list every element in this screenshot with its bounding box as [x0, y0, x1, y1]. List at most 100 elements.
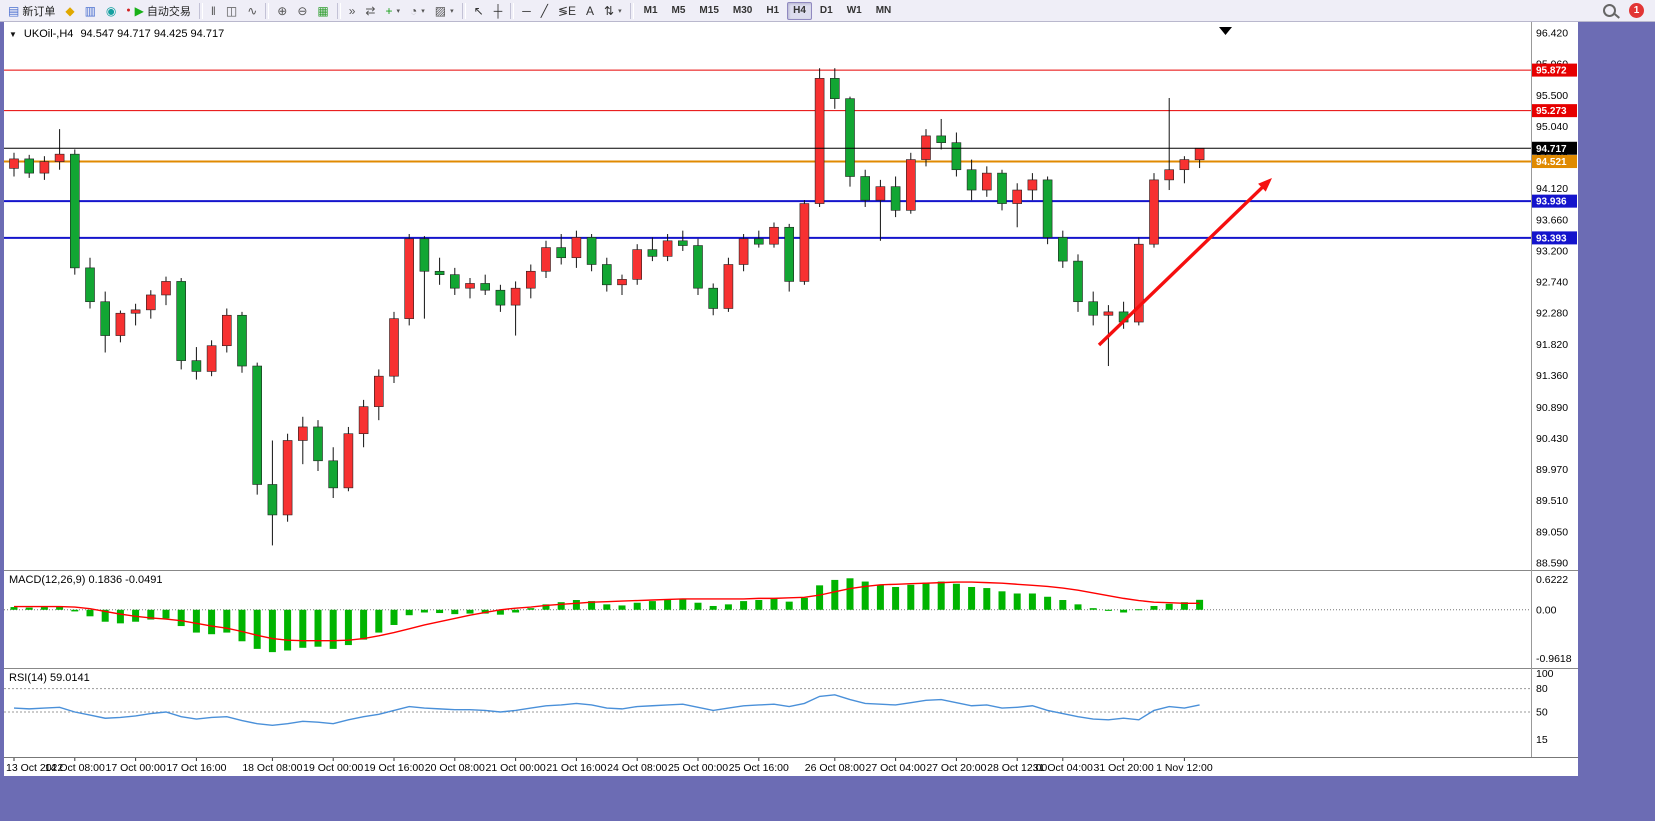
cursor-icon[interactable]: ↖	[470, 2, 488, 20]
timeframe-m1[interactable]: M1	[638, 2, 664, 20]
trend-arrow-head	[1258, 178, 1272, 192]
macd-histogram-bar	[922, 582, 930, 610]
auto-scroll-icon[interactable]: »	[345, 2, 360, 20]
candle-body	[966, 169, 977, 191]
macd-canvas[interactable]: 0.6222 0.00 -0.9618	[4, 570, 1578, 668]
trendline-icon[interactable]: ╱	[537, 2, 552, 20]
community-icon[interactable]: ◉	[102, 2, 120, 20]
metaquotes-icon[interactable]: ◆	[61, 2, 78, 20]
timeframe-w1[interactable]: W1	[841, 2, 868, 20]
arrows-button[interactable]: ⇅ ▾	[600, 2, 626, 20]
candle-body	[997, 172, 1007, 204]
chevron-down-icon: ▾	[618, 7, 622, 15]
candle-body	[769, 226, 779, 245]
price-scale-label: 93.200	[1536, 245, 1568, 257]
candlestick-chart-icon[interactable]: ◫	[222, 2, 241, 20]
macd-histogram-bar	[816, 585, 824, 610]
macd-histogram-bar	[1150, 605, 1158, 610]
time-axis-label: 27 Oct 04:00	[866, 762, 926, 774]
horizontal-line-icon[interactable]: ─	[518, 2, 535, 20]
symbol-period-label: UKOil-,H4	[23, 28, 74, 40]
candle-body	[1012, 189, 1023, 204]
candle-body	[358, 406, 369, 435]
scroll-position-marker[interactable]	[1219, 27, 1232, 35]
price-scale-label: 91.820	[1536, 339, 1568, 351]
candle-body	[525, 270, 536, 289]
candle-body	[1194, 147, 1205, 161]
fibonacci-icon[interactable]: ≶E	[554, 2, 580, 20]
indicators-button[interactable]: + ▾	[381, 2, 404, 20]
macd-histogram-bar	[1044, 596, 1052, 610]
timeframe-m30[interactable]: M30	[727, 2, 758, 20]
timeframe-h4[interactable]: H4	[787, 1, 812, 20]
candle-body	[799, 203, 810, 282]
symbol-dropdown-icon[interactable]: ▼	[9, 29, 17, 39]
candle-body	[936, 135, 947, 143]
macd-histogram-bar	[603, 604, 611, 610]
time-axis-label: 31 Oct 20:00	[1094, 762, 1154, 774]
price-scale-label: 91.360	[1536, 370, 1568, 382]
time-axis[interactable]: 13 Oct 2022 14 Oct 08:00 17 Oct 00:00 17 Oc…	[4, 757, 1578, 776]
zoom-out-icon-glyph: ⊖	[297, 3, 308, 18]
candle-body	[632, 249, 643, 280]
candle-body	[161, 281, 171, 296]
text-label-icon[interactable]: A	[582, 2, 598, 20]
candle-body	[571, 237, 582, 259]
macd-histogram-bar	[907, 584, 915, 610]
crosshair-icon[interactable]: ┼	[490, 2, 507, 20]
templates-button[interactable]: ▨ ▾	[431, 2, 458, 20]
chart-shift-icon[interactable]: ⇄	[361, 2, 379, 20]
candle-body	[921, 135, 931, 160]
timeframe-h1[interactable]: H1	[760, 2, 785, 20]
zoom-out-icon[interactable]: ⊖	[293, 2, 311, 20]
candle-body	[1103, 311, 1114, 316]
macd-histogram-bar	[314, 609, 322, 647]
candle-body	[845, 98, 855, 177]
candle-body	[875, 186, 886, 201]
macd-histogram-bar	[466, 609, 474, 614]
timeframe-m15[interactable]: M15	[693, 2, 724, 20]
chevron-down-icon: ▾	[396, 7, 400, 15]
time-axis-label: 1 Nov 12:00	[1156, 762, 1213, 774]
new-order-button[interactable]: ▤ 新订单	[4, 2, 59, 20]
macd-histogram-bar	[1180, 602, 1188, 610]
price-scale-label: 94.120	[1536, 183, 1568, 195]
time-axis-label: 21 Oct 00:00	[486, 762, 546, 774]
autotrading-button[interactable]: ● ▶ 自动交易	[122, 2, 194, 20]
macd-histogram-bar	[1165, 603, 1173, 610]
horizontal-line-icon-glyph: ─	[522, 3, 531, 18]
price-scale-label: 88.590	[1536, 558, 1568, 570]
charts-icon[interactable]: ▥	[81, 2, 100, 20]
price-badge-label: 93.393	[1536, 233, 1567, 244]
timeframe-mn[interactable]: MN	[870, 2, 898, 20]
window-bottom-background	[0, 776, 1655, 821]
macd-histogram-bar	[1059, 600, 1067, 610]
macd-histogram-bar	[71, 609, 79, 612]
periods-button[interactable]: ◔ ▾	[406, 2, 429, 20]
macd-histogram-bar	[25, 607, 33, 610]
price-badge	[1532, 63, 1577, 77]
main-chart-canvas[interactable]: 96.42095.96095.50095.04094.58094.12093.6…	[4, 22, 1578, 570]
candle-body	[1179, 159, 1190, 171]
candle-body	[449, 274, 460, 289]
candle-body	[1073, 260, 1083, 303]
rsi-line	[13, 694, 1200, 726]
price-badge	[1532, 194, 1577, 208]
rsi-canvas[interactable]: 100 80 50 15	[4, 668, 1578, 757]
timeframe-m5[interactable]: M5	[666, 2, 692, 20]
macd-histogram-bar	[451, 609, 459, 615]
macd-histogram-bar	[436, 609, 444, 614]
trend-arrow-line[interactable]	[1097, 180, 1269, 347]
macd-histogram-bar	[557, 602, 565, 610]
bar-chart-icon[interactable]: ‖	[207, 2, 220, 20]
candle-body	[237, 314, 247, 367]
timeframe-d1[interactable]: D1	[814, 2, 839, 20]
search-button[interactable]	[1599, 2, 1620, 20]
macd-histogram-bar	[831, 579, 839, 610]
notification-badge[interactable]: 1	[1629, 3, 1644, 18]
candle-body	[39, 161, 50, 174]
line-chart-icon[interactable]: ∿	[243, 2, 261, 20]
macd-histogram-bar	[694, 602, 702, 610]
zoom-in-icon[interactable]: ⊕	[273, 2, 291, 20]
tile-windows-icon[interactable]: ▦	[313, 2, 332, 20]
